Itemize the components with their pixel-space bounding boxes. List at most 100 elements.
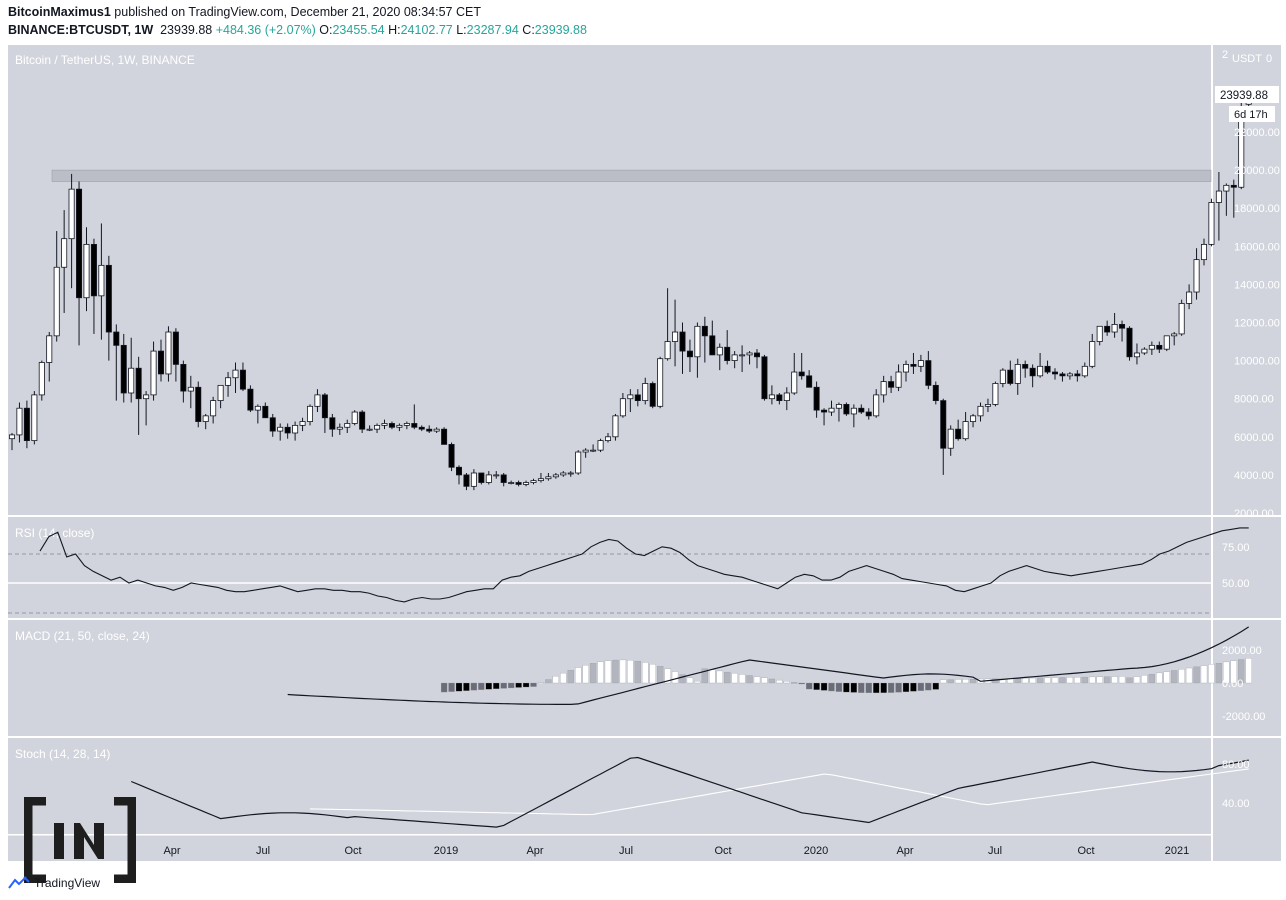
candle-down[interactable]: [180, 364, 187, 392]
candle-up[interactable]: [225, 377, 232, 386]
candle-down[interactable]: [858, 407, 865, 413]
candle-up[interactable]: [746, 352, 753, 356]
price-axis-bg[interactable]: [1213, 45, 1281, 861]
candle-down[interactable]: [1007, 369, 1014, 384]
candle-down[interactable]: [455, 466, 462, 476]
time-axis[interactable]: Apr Jul Oct 2019 Apr Jul Oct 2020 Apr Jul Oct 2021: [163, 845, 1189, 857]
candle-up[interactable]: [999, 369, 1006, 384]
candle-up[interactable]: [202, 415, 209, 422]
candle-up[interactable]: [873, 394, 880, 417]
candle-up[interactable]: [627, 394, 634, 400]
candle-down[interactable]: [776, 394, 783, 402]
candle-down[interactable]: [515, 482, 522, 485]
candle-up[interactable]: [396, 424, 403, 428]
candle-up[interactable]: [299, 421, 306, 426]
candle-up[interactable]: [1201, 243, 1208, 261]
candle-up[interactable]: [336, 426, 343, 430]
candle-up[interactable]: [1066, 373, 1073, 377]
candle-up[interactable]: [314, 394, 321, 407]
candle-up[interactable]: [217, 384, 224, 402]
candle-down[interactable]: [426, 428, 433, 432]
candle-down[interactable]: [329, 417, 336, 430]
candle-down[interactable]: [269, 417, 276, 432]
candle-down[interactable]: [411, 423, 418, 428]
candle-up[interactable]: [903, 364, 910, 373]
candle-down[interactable]: [90, 243, 97, 297]
candle-up[interactable]: [523, 482, 530, 485]
candle-up[interactable]: [508, 482, 515, 484]
candle-up[interactable]: [597, 440, 604, 451]
candle-up[interactable]: [605, 436, 612, 442]
candle-down[interactable]: [247, 388, 254, 411]
candle-down[interactable]: [23, 407, 30, 442]
candle-up[interactable]: [590, 449, 597, 452]
candle-up[interactable]: [619, 398, 626, 417]
candle-up[interactable]: [970, 415, 977, 422]
candle-up[interactable]: [1037, 365, 1044, 377]
candle-up[interactable]: [657, 358, 664, 407]
candle-up[interactable]: [582, 449, 589, 453]
candle-up[interactable]: [98, 264, 105, 297]
macd-histogram[interactable]: [440, 658, 1252, 694]
candle-down[interactable]: [1126, 327, 1133, 358]
stoch-pane-bg[interactable]: [8, 738, 1211, 834]
candle-up[interactable]: [485, 474, 492, 483]
candle-down[interactable]: [105, 264, 112, 333]
candle-down[interactable]: [843, 404, 850, 415]
candle-up[interactable]: [835, 404, 842, 409]
candle-up[interactable]: [150, 350, 157, 396]
candle-down[interactable]: [798, 371, 805, 377]
candle-up[interactable]: [8, 434, 15, 440]
candle-down[interactable]: [448, 444, 455, 468]
resistance-zone[interactable]: [51, 169, 1212, 182]
candle-up[interactable]: [1215, 190, 1222, 203]
candle-down[interactable]: [113, 331, 120, 346]
candle-down[interactable]: [284, 426, 291, 434]
candle-down[interactable]: [940, 400, 947, 449]
candle-up[interactable]: [731, 354, 738, 362]
candle-down[interactable]: [478, 472, 485, 483]
candle-down[interactable]: [1104, 325, 1111, 333]
candle-up[interactable]: [716, 346, 723, 356]
candle-down[interactable]: [463, 474, 470, 487]
candle-up[interactable]: [672, 331, 679, 342]
candle-up[interactable]: [977, 405, 984, 417]
tradingview-brand[interactable]: TradingView: [8, 876, 100, 890]
candle-down[interactable]: [1029, 367, 1036, 377]
candle-down[interactable]: [500, 474, 507, 483]
candle-up[interactable]: [612, 415, 619, 438]
candle-down[interactable]: [388, 423, 395, 428]
candle-up[interactable]: [1223, 184, 1230, 192]
candle-up[interactable]: [1133, 352, 1140, 358]
candle-down[interactable]: [724, 346, 731, 362]
candle-up[interactable]: [403, 423, 410, 426]
candle-up[interactable]: [828, 407, 835, 413]
candle-up[interactable]: [16, 407, 23, 436]
candle-down[interactable]: [679, 331, 686, 352]
candle-up[interactable]: [739, 354, 746, 357]
candle-down[interactable]: [761, 356, 768, 400]
candle-down[interactable]: [1074, 373, 1081, 377]
candle-up[interactable]: [165, 331, 172, 375]
candle-down[interactable]: [649, 383, 656, 407]
candle-down[interactable]: [262, 405, 269, 419]
candle-up[interactable]: [1096, 325, 1103, 342]
candle-up[interactable]: [254, 405, 261, 411]
candle-up[interactable]: [493, 474, 500, 477]
candle-up[interactable]: [128, 367, 135, 394]
candle-down[interactable]: [1059, 373, 1066, 377]
candle-up[interactable]: [1163, 335, 1170, 350]
candle-up[interactable]: [277, 426, 284, 432]
candle-down[interactable]: [195, 386, 202, 422]
candle-up[interactable]: [984, 404, 991, 407]
macd-line[interactable]: [287, 626, 1250, 706]
candle-up[interactable]: [768, 394, 775, 400]
candle-up[interactable]: [560, 472, 567, 476]
candle-up[interactable]: [880, 381, 887, 396]
candle-up[interactable]: [642, 383, 649, 402]
candle-up[interactable]: [1141, 348, 1148, 354]
candle-up[interactable]: [1148, 344, 1155, 350]
candle-up[interactable]: [292, 424, 299, 434]
candle-down[interactable]: [1230, 184, 1237, 188]
